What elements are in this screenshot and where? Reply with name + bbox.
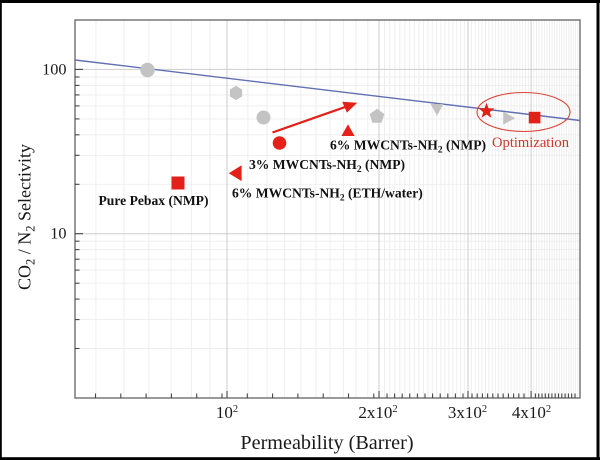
svg-text:102: 102	[216, 403, 238, 422]
svg-text:Optimization: Optimization	[492, 135, 570, 151]
svg-text:Pure Pebax (NMP): Pure Pebax (NMP)	[99, 193, 209, 209]
svg-text:4x102: 4x102	[512, 403, 551, 422]
svg-text:Permeability (Barrer): Permeability (Barrer)	[240, 432, 413, 454]
svg-text:6% MWCNTs-NH2 (NMP): 6% MWCNTs-NH2 (NMP)	[330, 138, 486, 156]
svg-text:100: 100	[42, 60, 66, 79]
svg-text:3x102: 3x102	[448, 403, 487, 422]
svg-text:10: 10	[50, 224, 66, 243]
svg-text:6% MWCNTs-NH2 (ETH/water): 6% MWCNTs-NH2 (ETH/water)	[232, 186, 423, 204]
svg-text:2x102: 2x102	[358, 403, 397, 422]
svg-text:CO2 / N2 Selectivity: CO2 / N2 Selectivity	[15, 144, 38, 290]
svg-text:3% MWCNTs-NH2 (NMP): 3% MWCNTs-NH2 (NMP)	[249, 157, 405, 175]
